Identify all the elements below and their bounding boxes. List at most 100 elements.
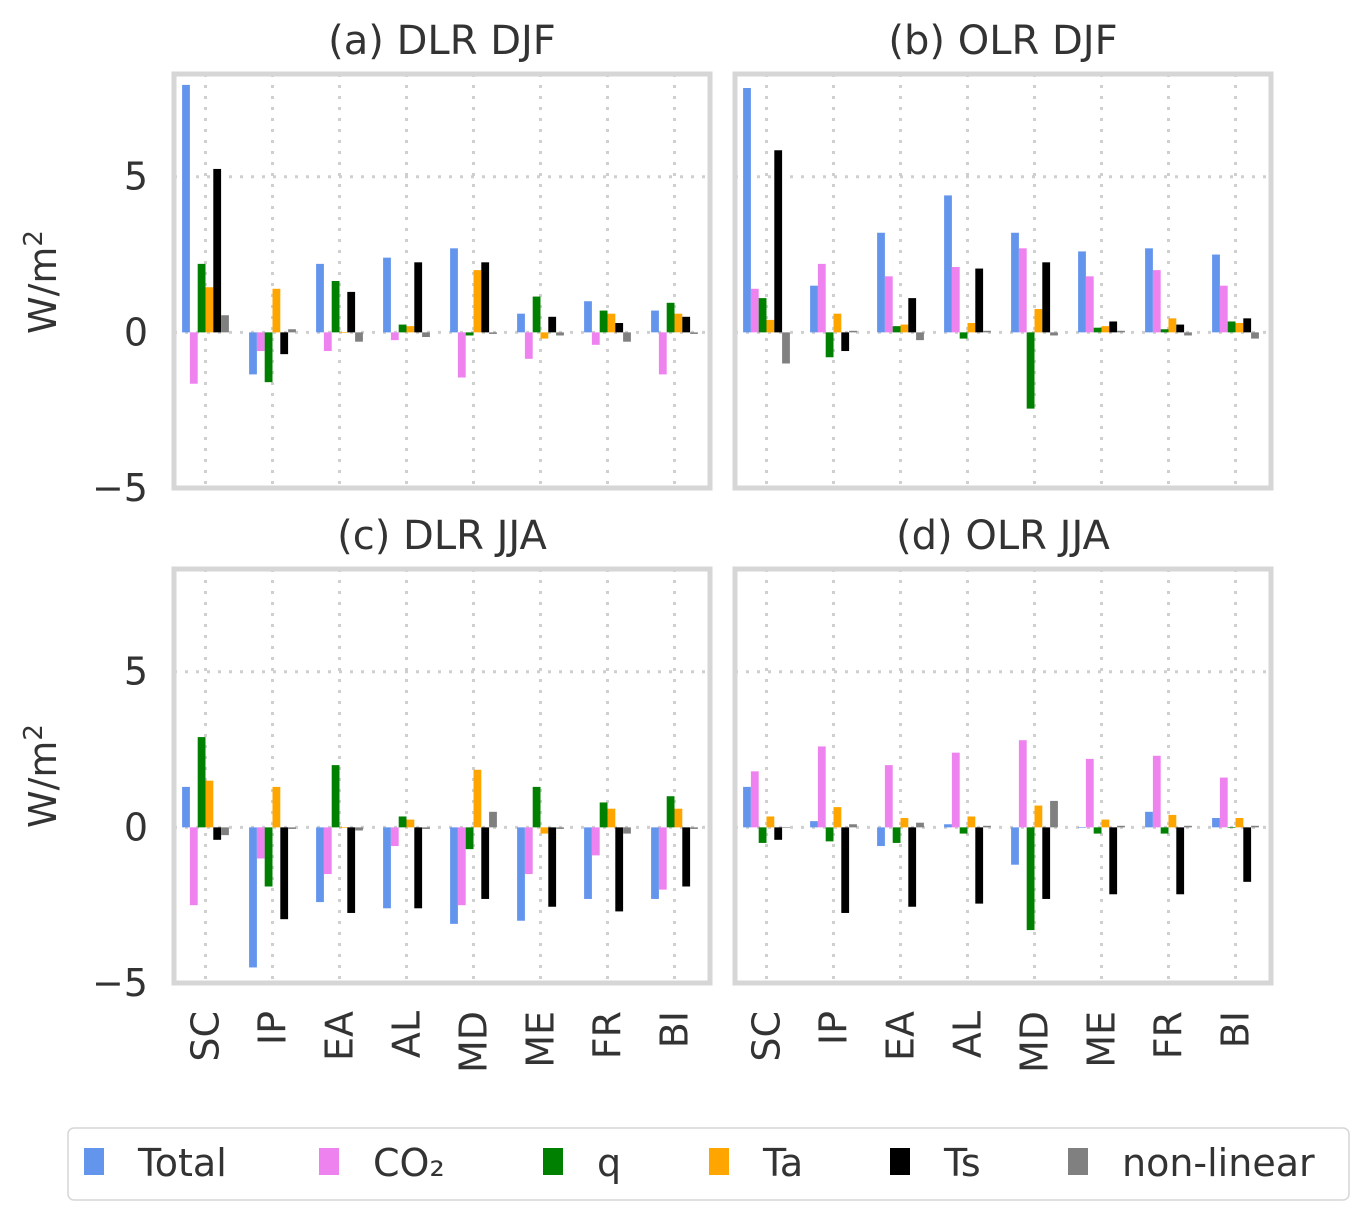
bar-ts-sc [213, 827, 222, 840]
legend-label-4: Ta [762, 1141, 803, 1185]
bar-ta-md [473, 270, 482, 333]
bar-ts-ea [347, 827, 356, 913]
bar-co--bi [1219, 285, 1228, 333]
bar-total-ea [316, 263, 324, 333]
bar-ta-me [1101, 819, 1110, 828]
bar-q-me [1093, 327, 1102, 333]
bar-q-bi [666, 796, 675, 828]
bar-ts-fr [615, 827, 624, 912]
bar-co--fr [1152, 270, 1161, 333]
x-tick-label: SC [184, 1011, 228, 1062]
bar-non-linear-al [422, 827, 430, 829]
x-tick-label: MD [1013, 1011, 1057, 1073]
bar-ts-ip [841, 827, 850, 913]
legend-frame [67, 1127, 1350, 1201]
ylabel-top: W/m2 [19, 230, 65, 334]
y-tick-label: 0 [124, 310, 148, 354]
bar-co--al [951, 266, 960, 333]
bar-ta-sc [766, 816, 775, 828]
axes-frame [732, 71, 1274, 491]
bar-total-al [944, 824, 952, 828]
panel-title: (c) DLR JJA [337, 513, 547, 559]
bar-non-linear-al [983, 825, 991, 828]
bar-ta-bi [674, 808, 683, 828]
bar-co--ea [884, 276, 893, 333]
bar-co--bi [658, 827, 667, 890]
bar-ta-bi [1235, 818, 1244, 828]
bar-ta-al [967, 323, 976, 333]
bar-total-fr [584, 301, 592, 333]
bar-ta-al [406, 819, 415, 828]
panel-2: (b) OLR DJF [732, 18, 1274, 491]
bar-co--me [1085, 758, 1094, 828]
bar-total-md [450, 827, 458, 924]
bar-q-fr [599, 802, 608, 828]
x-tick-label: AL [385, 1011, 429, 1058]
bar-q-fr [599, 310, 608, 333]
bar-ts-al [414, 262, 423, 333]
bar-q-ip [264, 332, 273, 383]
bar-co--me [1085, 276, 1094, 333]
panels: (a) DLR DJF −5 0 5 (b) OLR DJF (c) DLR JJA −5 0… [92, 18, 1274, 1073]
bar-q-ip [264, 827, 273, 887]
bar-q-sc [197, 737, 206, 828]
panel-title: (b) OLR DJF [888, 18, 1117, 64]
bar-co--sc [750, 771, 759, 828]
bar-non-linear-fr [1184, 825, 1192, 828]
bar-co--ip [256, 827, 265, 859]
bar-non-linear-al [422, 332, 430, 338]
bar-non-linear-sc [782, 332, 790, 364]
bar-non-linear-ea [916, 822, 924, 828]
bar-total-al [383, 257, 391, 333]
ylabel-bottom: W/m2 [19, 724, 65, 828]
bar-non-linear-bi [690, 332, 698, 334]
bar-ta-ip [833, 313, 842, 333]
bar-ts-sc [774, 150, 783, 333]
bar-ta-sc [205, 780, 214, 828]
bar-non-linear-ea [916, 332, 924, 341]
bar-ts-md [1042, 827, 1051, 899]
bar-non-linear-bi [1251, 332, 1259, 339]
legend: Total CO₂ q Ta Ts non-linear [67, 1127, 1350, 1201]
bar-q-me [532, 296, 541, 333]
bar-q-md [1026, 827, 1035, 931]
bar-ts-ip [280, 827, 289, 920]
bar-ta-me [540, 827, 549, 834]
bar-ts-ea [908, 827, 917, 907]
bar-non-linear-ip [849, 330, 857, 333]
bar-q-bi [1227, 321, 1236, 333]
legend-swatch-1 [84, 1148, 104, 1175]
bar-q-bi [666, 302, 675, 333]
bar-co--al [390, 827, 399, 847]
bar-ts-me [1109, 321, 1118, 333]
bar-co--me [524, 827, 533, 875]
x-tick-label: EA [879, 1011, 923, 1061]
axes-frame [171, 566, 713, 986]
bar-ta-fr [607, 313, 616, 333]
bar-total-me [1078, 827, 1086, 828]
bar-q-sc [758, 298, 767, 333]
bar-total-fr [1145, 811, 1153, 828]
axes-frame [732, 566, 1274, 986]
bar-ts-md [1042, 262, 1051, 333]
bar-non-linear-bi [690, 827, 698, 829]
bar-ts-al [975, 827, 984, 904]
bar-total-bi [1212, 254, 1220, 333]
bar-co--me [524, 332, 533, 359]
bar-ta-ip [833, 807, 842, 828]
bar-total-me [1078, 251, 1086, 333]
bar-co--ea [323, 332, 332, 352]
bar-total-al [944, 195, 952, 333]
bar-total-md [1011, 827, 1019, 865]
bar-total-sc [182, 84, 190, 333]
x-tick-label: EA [318, 1011, 362, 1061]
legend-swatch-3 [543, 1148, 563, 1175]
bar-ts-ea [347, 291, 356, 333]
bar-total-me [517, 313, 525, 333]
bar-ts-fr [615, 323, 624, 333]
panel-title: (d) OLR JJA [896, 513, 1110, 559]
bar-total-ea [877, 827, 885, 847]
bar-ta-al [406, 326, 415, 333]
bar-q-al [398, 324, 407, 333]
x-tick-label: BI [653, 1011, 697, 1048]
